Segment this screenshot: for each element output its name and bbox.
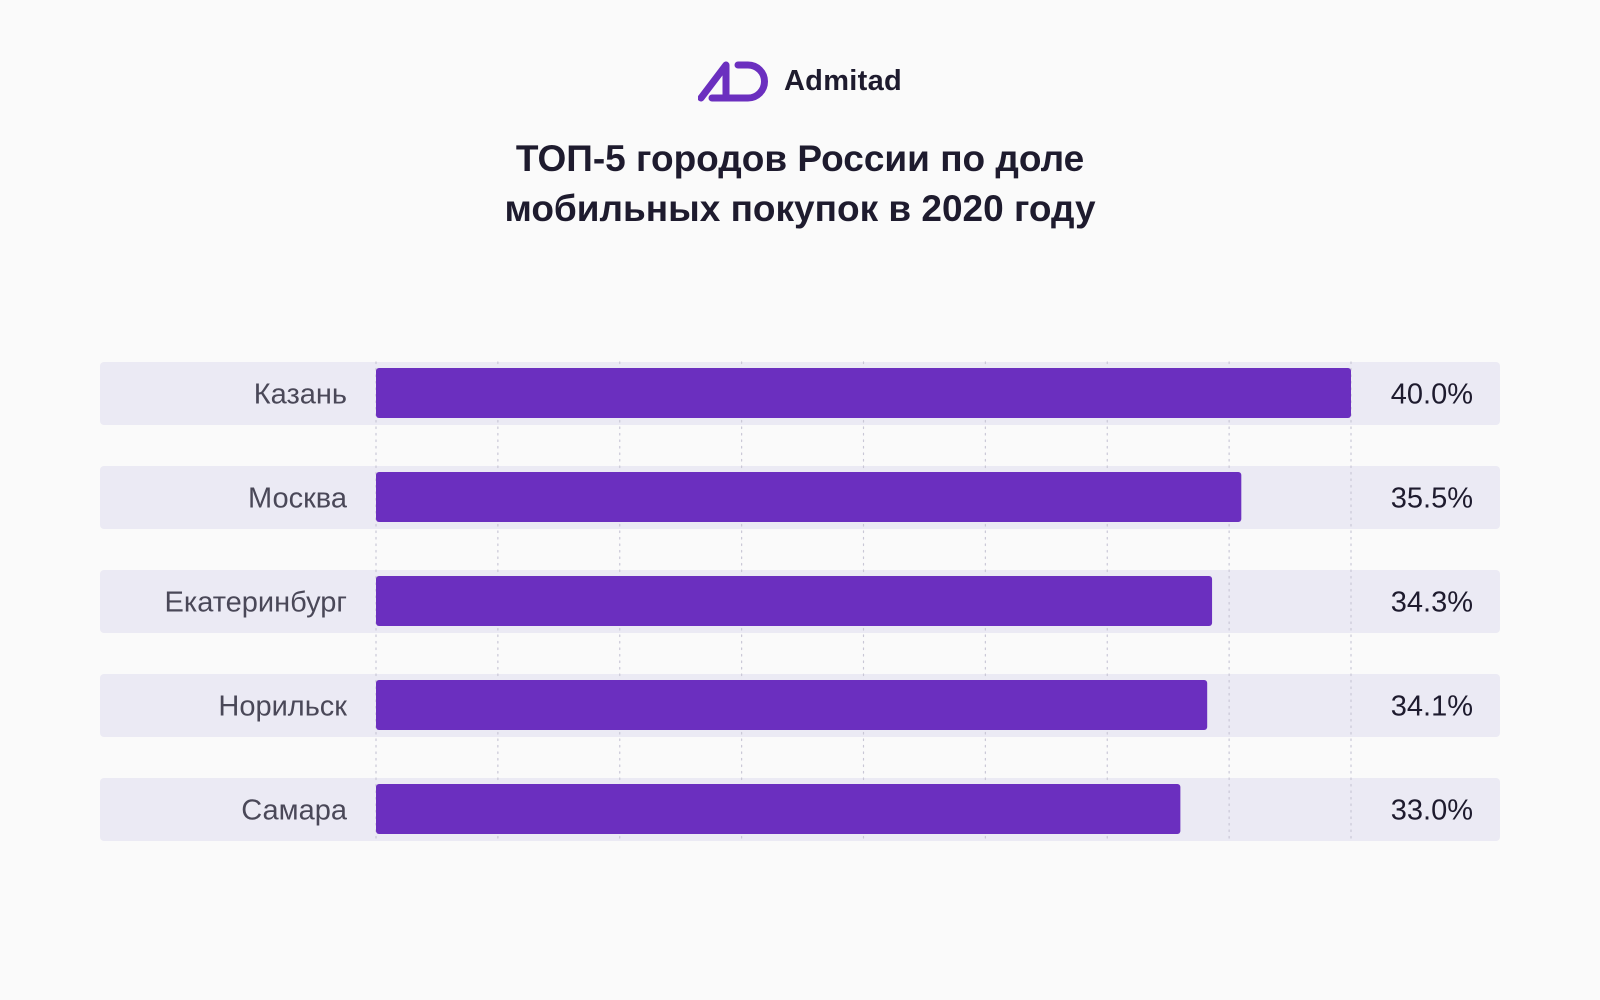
admitad-logo-icon [697, 60, 770, 102]
brand-name: Admitad [783, 64, 903, 97]
category-label: Самара [241, 795, 348, 827]
brand-header: Admitad [0, 60, 1600, 102]
category-label: Норильск [218, 691, 347, 723]
chart-title-line-1: ТОП-5 городов России по доле [515, 138, 1085, 179]
category-label: Екатеринбург [165, 587, 347, 619]
gridlines [375, 361, 1352, 842]
value-label: 34.3% [1391, 587, 1473, 619]
bar [376, 680, 1208, 730]
bar [376, 576, 1213, 626]
bar [376, 472, 1242, 522]
bar [376, 784, 1181, 834]
value-label: 40.0% [1391, 379, 1473, 411]
category-label: Москва [248, 483, 348, 515]
value-label: 34.1% [1391, 691, 1473, 723]
chart-title-line-2: мобильных покупок в 2020 году [504, 188, 1096, 229]
bar [376, 368, 1351, 418]
category-label: Казань [254, 379, 347, 411]
value-label: 33.0% [1391, 795, 1473, 827]
chart-title: ТОП-5 городов России по доле мобильных п… [0, 134, 1600, 234]
value-label: 35.5% [1391, 483, 1473, 515]
bars [376, 368, 1351, 834]
